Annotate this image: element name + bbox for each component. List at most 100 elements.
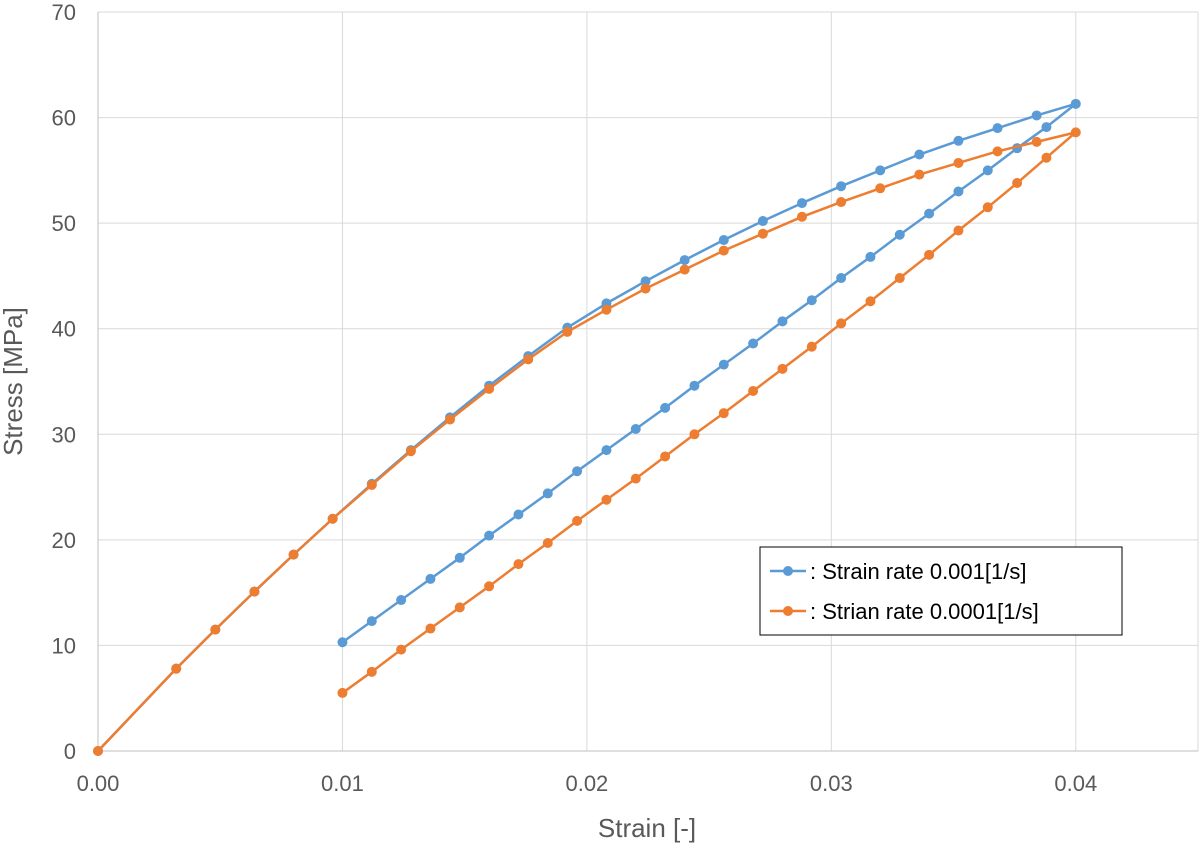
data-point bbox=[601, 445, 612, 456]
data-point bbox=[777, 363, 788, 374]
series-line bbox=[97, 102, 1078, 752]
data-point bbox=[523, 354, 534, 365]
data-point bbox=[454, 602, 465, 613]
data-point bbox=[327, 513, 338, 524]
data-point bbox=[396, 644, 407, 655]
data-point bbox=[366, 616, 377, 627]
data-point bbox=[601, 494, 612, 505]
series-1 bbox=[93, 127, 1081, 756]
y-tick-label: 50 bbox=[52, 211, 76, 236]
data-point bbox=[572, 466, 583, 477]
data-point bbox=[757, 216, 768, 227]
data-point bbox=[337, 687, 348, 698]
data-point bbox=[572, 515, 583, 526]
data-point bbox=[679, 255, 690, 266]
legend-dot-marker bbox=[783, 606, 793, 616]
data-point bbox=[1041, 122, 1052, 133]
y-tick-label: 20 bbox=[52, 528, 76, 553]
x-tick-label: 0.03 bbox=[810, 771, 853, 796]
x-tick-label: 0.04 bbox=[1054, 771, 1097, 796]
data-point bbox=[366, 479, 377, 490]
data-series bbox=[93, 98, 1081, 756]
data-point bbox=[562, 326, 573, 337]
data-point bbox=[718, 408, 729, 419]
data-point bbox=[210, 624, 221, 635]
data-point bbox=[836, 197, 847, 208]
x-tick-label: 0.00 bbox=[77, 771, 120, 796]
data-point bbox=[875, 183, 886, 194]
data-point bbox=[425, 623, 436, 634]
x-axis-title: Strain [-] bbox=[598, 813, 696, 843]
data-point bbox=[1041, 152, 1052, 163]
data-point bbox=[366, 666, 377, 677]
data-point bbox=[748, 338, 759, 349]
data-point bbox=[748, 386, 759, 397]
data-point bbox=[1070, 98, 1081, 109]
data-point bbox=[445, 414, 455, 425]
data-point bbox=[542, 538, 553, 549]
data-point bbox=[865, 251, 876, 262]
y-axis-title: Stress [MPa] bbox=[0, 307, 28, 456]
data-point bbox=[640, 276, 651, 287]
data-point bbox=[1031, 110, 1042, 121]
x-tick-label: 0.01 bbox=[321, 771, 364, 796]
data-point bbox=[249, 586, 260, 597]
data-point bbox=[689, 429, 700, 440]
data-point bbox=[1031, 136, 1042, 147]
series-line bbox=[97, 131, 1078, 752]
data-point bbox=[718, 245, 729, 256]
y-tick-label: 70 bbox=[52, 0, 76, 25]
data-point bbox=[718, 235, 729, 246]
data-point bbox=[757, 228, 768, 239]
data-point bbox=[513, 509, 524, 520]
data-point bbox=[875, 165, 886, 176]
legend-item-strian-rate-00001: : Strian rate 0.0001[1/s] bbox=[770, 599, 1039, 624]
tick-labels: 0 10 20 30 40 50 60 70 0.00 0.01 0.02 0.03 0.04 bbox=[52, 0, 1098, 796]
legend-label: : Strian rate 0.0001[1/s] bbox=[810, 599, 1039, 624]
data-point bbox=[93, 746, 103, 756]
data-point bbox=[484, 581, 495, 592]
data-point bbox=[836, 181, 847, 192]
data-point bbox=[542, 488, 553, 499]
legend: : Strain rate 0.001[1/s] : Strian rate 0… bbox=[759, 546, 1123, 636]
data-point bbox=[484, 383, 495, 394]
data-point bbox=[396, 595, 407, 606]
data-point bbox=[689, 380, 700, 391]
x-tick-label: 0.02 bbox=[565, 771, 608, 796]
data-point bbox=[806, 341, 817, 352]
y-tick-label: 0 bbox=[64, 739, 76, 764]
data-point bbox=[982, 202, 993, 213]
data-point bbox=[914, 169, 925, 180]
data-point bbox=[718, 359, 729, 370]
data-point bbox=[630, 424, 641, 435]
data-point bbox=[171, 663, 182, 674]
data-point bbox=[797, 211, 807, 222]
legend-dot-marker bbox=[783, 566, 793, 576]
data-point bbox=[806, 295, 817, 306]
data-point bbox=[630, 473, 641, 484]
data-point bbox=[924, 208, 935, 219]
data-point bbox=[513, 559, 524, 570]
legend-label: : Strain rate 0.001[1/s] bbox=[810, 559, 1026, 584]
data-point bbox=[914, 149, 925, 160]
data-point bbox=[288, 549, 299, 560]
data-point bbox=[797, 198, 807, 209]
data-point bbox=[894, 229, 905, 240]
data-point bbox=[953, 157, 964, 168]
y-tick-label: 40 bbox=[52, 317, 76, 342]
data-point bbox=[337, 637, 348, 648]
data-point bbox=[953, 225, 964, 236]
data-point bbox=[1012, 178, 1023, 189]
data-point bbox=[953, 135, 964, 146]
data-point bbox=[777, 316, 788, 327]
data-point bbox=[679, 264, 690, 275]
data-point bbox=[1070, 127, 1081, 138]
data-point bbox=[405, 446, 416, 457]
legend-item-strain-rate-0001: : Strain rate 0.001[1/s] bbox=[770, 559, 1026, 584]
data-point bbox=[484, 530, 495, 541]
data-point bbox=[992, 146, 1003, 157]
data-point bbox=[992, 123, 1003, 134]
y-tick-label: 30 bbox=[52, 422, 76, 447]
y-tick-label: 60 bbox=[52, 106, 76, 131]
